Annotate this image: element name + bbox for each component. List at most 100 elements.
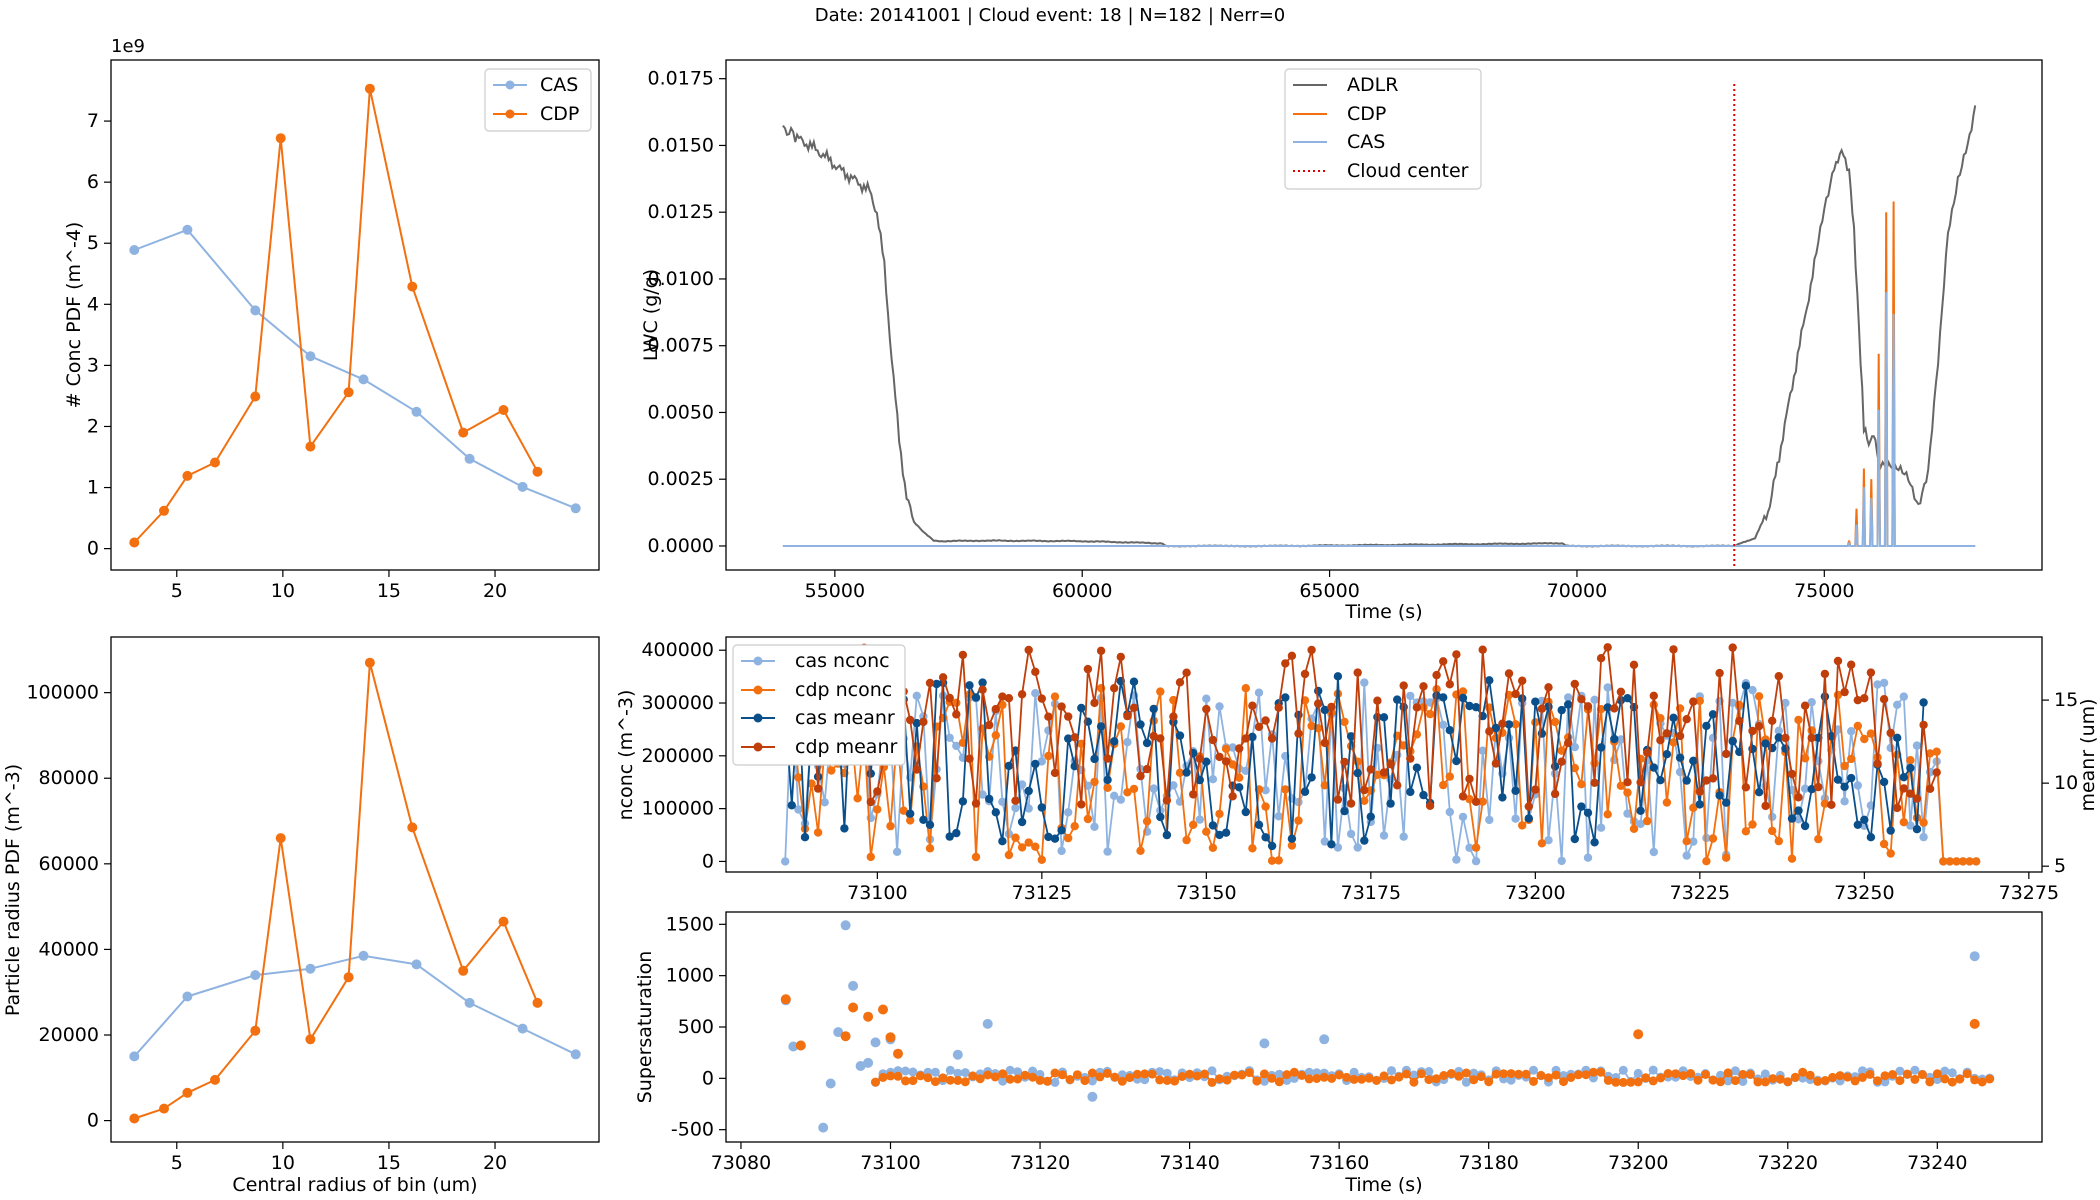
meanr-point-cas xyxy=(1024,786,1033,796)
meanr-point-cdp xyxy=(1017,690,1027,699)
meanr-point-cas xyxy=(1919,698,1928,707)
nconc-point-cas xyxy=(1057,846,1066,856)
meanr-point-cdp xyxy=(1116,652,1126,662)
ss-point-cdp xyxy=(1641,1073,1651,1083)
nconc-point-cas xyxy=(1031,689,1040,698)
meanr-point-cdp xyxy=(1254,722,1264,732)
ss-point-cdp xyxy=(1140,1069,1150,1079)
x-tick-label: 20 xyxy=(483,580,507,602)
meanr-point-cas xyxy=(1254,820,1264,829)
meanr-point-cdp xyxy=(1662,729,1672,738)
meanr-point-cdp xyxy=(1248,701,1257,710)
ss-highlight-cdp xyxy=(795,1040,806,1051)
meanr-point-cas xyxy=(1491,723,1501,733)
ss-point-cdp xyxy=(1798,1067,1808,1077)
ss-point-cas xyxy=(1461,1077,1471,1087)
ss-point-cas xyxy=(1618,1065,1628,1075)
ss-point-cas xyxy=(1409,1070,1419,1080)
nconc-point-cas xyxy=(1596,823,1606,832)
conc-pdf-legend: CAS CDP xyxy=(484,68,592,132)
meanr-point-cas xyxy=(1807,785,1816,794)
y-tick-label: 100000 xyxy=(641,798,714,820)
nconc-point-cas xyxy=(1452,855,1461,864)
meanr-point-cas xyxy=(1636,806,1645,815)
nconc-point-cdp xyxy=(971,852,981,862)
nconc-point-cdp xyxy=(1017,843,1027,852)
meanr-point-cdp xyxy=(1564,738,1573,747)
meanr-point-cdp xyxy=(1162,796,1172,805)
ss-point-cas xyxy=(1880,1077,1890,1087)
meanr-point-cdp xyxy=(1590,778,1599,787)
meanr-point-cdp xyxy=(1636,778,1645,787)
ss-point-cdp xyxy=(1342,1072,1352,1082)
nconc-point-cdp xyxy=(1491,733,1501,743)
ss-xlabel: Time (s) xyxy=(1344,1174,1422,1196)
nconc-point-cas xyxy=(1406,691,1415,701)
ss-point-cas xyxy=(1506,1075,1516,1085)
nconc-point-cas xyxy=(1254,688,1264,697)
ss-point-cdp xyxy=(1237,1070,1247,1080)
meanr-point-cas xyxy=(1518,694,1527,703)
x-tick-label: 73100 xyxy=(860,1152,920,1174)
meanr-point-cas xyxy=(1603,703,1612,712)
meanr-point-cdp xyxy=(1064,712,1073,721)
ss-point-cdp xyxy=(1805,1070,1815,1080)
ss-point-cdp xyxy=(1132,1069,1142,1079)
conc-pdf-point-cdp xyxy=(305,441,316,452)
meanr-point-cdp xyxy=(1800,701,1810,710)
meanr-point-cas xyxy=(1057,826,1066,835)
meanr-point-cdp xyxy=(1485,727,1494,736)
ss-point-cdp xyxy=(1932,1069,1942,1079)
ss-point-cdp xyxy=(1858,1072,1867,1082)
meanr-point-cas xyxy=(1498,793,1507,802)
meanr-point-cas xyxy=(1267,841,1277,851)
nconc-point-cas xyxy=(1471,857,1481,866)
conc-pdf-point-cdp xyxy=(210,457,220,468)
nconc-point-cdp xyxy=(1550,717,1560,727)
ss-point-cdp xyxy=(1940,1074,1950,1084)
meanr-point-cas xyxy=(1004,761,1014,771)
meanr-point-cdp xyxy=(938,673,948,682)
ss-point-cdp xyxy=(1252,1076,1262,1086)
y-tick-label: 2 xyxy=(87,415,99,437)
radius-pdf-point-cas xyxy=(250,970,261,981)
ss-point-cdp xyxy=(1917,1070,1927,1080)
ss-point-cdp xyxy=(1618,1077,1628,1087)
ss-point-cdp xyxy=(1484,1077,1494,1087)
meanr-point-cdp xyxy=(1070,733,1079,742)
ss-point-cdp xyxy=(1656,1073,1666,1083)
meanr-point-cdp xyxy=(1577,695,1586,704)
meanr-point-cas xyxy=(1912,825,1922,834)
ss-point-cdp xyxy=(1469,1075,1479,1085)
conc-pdf-point-cas xyxy=(464,453,475,464)
meanr-point-cas xyxy=(1702,721,1711,731)
meanr-point-cas xyxy=(1511,786,1520,795)
ss-point-cdp xyxy=(1588,1067,1598,1077)
ss-point-cdp xyxy=(1334,1070,1344,1080)
ss-point-cdp xyxy=(1192,1071,1202,1081)
nconc-point-cas xyxy=(1458,812,1468,822)
panel-lwc: 55000 60000 65000 70000 75000 0.0000 0.0025 0.0… xyxy=(640,59,2043,623)
nconc-point-cdp xyxy=(1814,834,1823,844)
nconc-point-cdp xyxy=(1722,853,1731,862)
meanr-point-cdp xyxy=(1794,793,1803,802)
nconc-point-cas xyxy=(1353,843,1362,852)
ss-point-cas xyxy=(1259,1076,1269,1086)
x-tick-label: 73150 xyxy=(1176,882,1236,904)
meanr-point-cdp xyxy=(1399,681,1408,690)
nconc-point-cdp xyxy=(1932,747,1941,756)
meanr-point-cdp xyxy=(1077,800,1086,809)
radius-pdf-point-cdp xyxy=(364,657,375,668)
ss-point-cas xyxy=(1424,1067,1434,1076)
meanr-point-cas xyxy=(919,815,928,824)
ss-point-cdp xyxy=(1304,1074,1314,1084)
y-tick-label: 5 xyxy=(87,232,99,254)
meanr-point-cdp xyxy=(1353,668,1362,677)
y-tick-label: 1000 xyxy=(666,965,714,987)
meanr-point-cdp xyxy=(1182,668,1191,677)
meanr-point-cdp xyxy=(1932,768,1941,777)
meanr-point-cas xyxy=(1695,800,1705,809)
y-tick-label: 80000 xyxy=(39,767,99,789)
meanr-point-cdp xyxy=(1531,785,1540,794)
nconc-point-cas xyxy=(1886,743,1895,753)
